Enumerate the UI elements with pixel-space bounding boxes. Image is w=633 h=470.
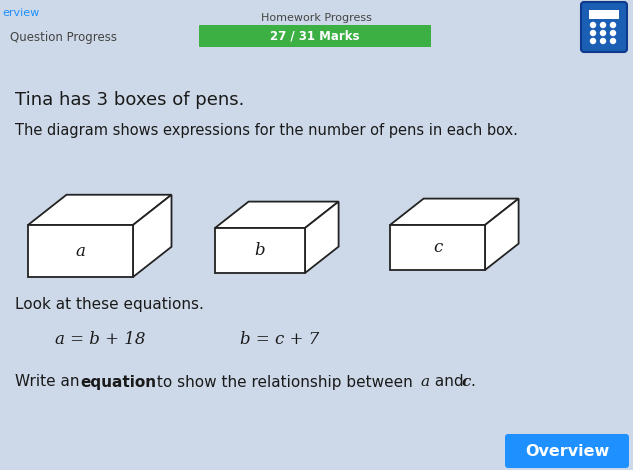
FancyBboxPatch shape [505,434,629,468]
Text: a = b + 18: a = b + 18 [55,331,146,348]
Text: to show the relationship between: to show the relationship between [152,375,418,390]
Polygon shape [215,228,305,273]
Text: equation: equation [80,375,156,390]
FancyBboxPatch shape [581,2,627,52]
Polygon shape [28,225,133,277]
Text: a: a [75,243,85,259]
Text: c: c [461,375,470,389]
Circle shape [601,39,606,44]
Text: a: a [420,375,429,389]
Text: Question Progress: Question Progress [10,31,117,45]
Polygon shape [485,199,518,270]
Text: Overview: Overview [525,444,609,459]
Text: Look at these equations.: Look at these equations. [15,298,204,313]
Text: b: b [254,242,265,259]
FancyBboxPatch shape [589,10,619,19]
Circle shape [610,39,615,44]
Polygon shape [133,195,172,277]
Text: and: and [430,375,468,390]
Circle shape [601,31,606,36]
Circle shape [610,31,615,36]
Polygon shape [305,202,339,273]
Polygon shape [215,202,339,228]
Text: Write an: Write an [15,375,84,390]
Circle shape [610,23,615,28]
Circle shape [601,23,606,28]
Polygon shape [390,199,518,225]
Circle shape [591,39,596,44]
Text: erview: erview [2,8,39,18]
Text: Homework Progress: Homework Progress [261,13,372,23]
Text: .: . [470,375,475,390]
Text: c: c [433,239,442,256]
Circle shape [591,23,596,28]
Polygon shape [390,225,485,270]
Text: Tina has 3 boxes of pens.: Tina has 3 boxes of pens. [15,91,244,109]
Text: b = c + 7: b = c + 7 [240,331,319,348]
Circle shape [591,31,596,36]
Text: The diagram shows expressions for the number of pens in each box.: The diagram shows expressions for the nu… [15,123,518,138]
Polygon shape [28,195,172,225]
FancyBboxPatch shape [199,25,431,47]
Text: 27 / 31 Marks: 27 / 31 Marks [270,30,360,42]
